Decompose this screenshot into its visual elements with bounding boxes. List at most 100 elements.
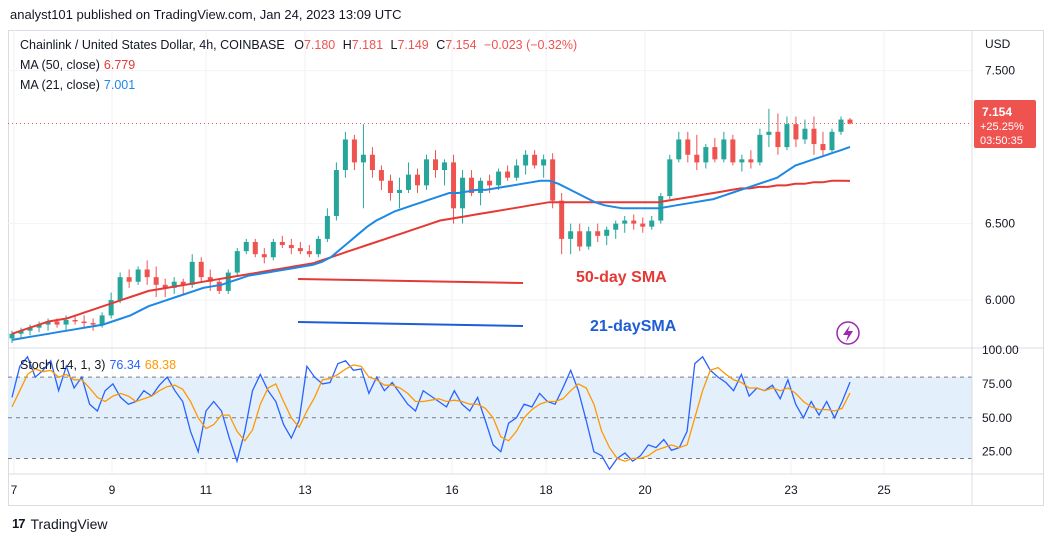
candle-body: [748, 159, 754, 163]
candle: [27, 324, 33, 336]
candle-body: [342, 139, 348, 171]
candle: [351, 134, 357, 171]
candle-body: [162, 284, 168, 288]
candle-body: [378, 170, 384, 181]
candle-body: [405, 174, 411, 190]
candle: [171, 277, 177, 294]
candle-body: [820, 144, 826, 151]
candle: [342, 131, 348, 178]
price-badge: 7.154 +25.25% 03:50:35: [974, 100, 1036, 148]
candle: [252, 238, 258, 258]
price-tick-label: 6.500: [985, 217, 1015, 231]
date-tick-label: 25: [877, 483, 891, 497]
candle: [126, 269, 132, 288]
candle-body: [487, 180, 493, 186]
date-tick-label: 18: [539, 483, 553, 497]
candle: [793, 116, 799, 148]
candle: [306, 245, 312, 258]
candle-body: [667, 159, 673, 197]
candle: [784, 116, 790, 151]
candle-body: [324, 215, 330, 239]
candle: [270, 238, 276, 261]
ma50-label: MA (50, close): [20, 58, 100, 72]
candle-body: [559, 200, 565, 239]
ma21-label: MA (21, close): [20, 78, 100, 92]
candle-body: [640, 223, 646, 227]
candle: [694, 134, 700, 171]
candle-body: [775, 131, 781, 148]
stoch-axis: 100.00 75.00 50.00 25.00: [982, 343, 1019, 459]
candle-body: [414, 174, 420, 186]
footer: 17 TradingView: [12, 514, 108, 534]
candle-body: [369, 154, 375, 171]
stoch-tick-label: 75.00: [982, 377, 1012, 391]
candle-body: [36, 324, 42, 328]
candle: [514, 159, 520, 181]
candle: [180, 278, 186, 294]
legend-l-label: L: [390, 38, 398, 52]
brand-name: TradingView: [30, 516, 108, 532]
candle-body: [252, 241, 258, 255]
candle-body: [153, 277, 159, 285]
candle: [414, 168, 420, 193]
chart-frame: [8, 30, 1044, 506]
candle: [604, 226, 610, 246]
candle: [396, 177, 402, 209]
ma21-line: [11, 145, 851, 341]
stoch-tick-label: 25.00: [982, 445, 1012, 459]
candle: [90, 318, 96, 331]
candle-body: [829, 131, 835, 151]
candle-body: [442, 162, 448, 171]
candle: [243, 238, 249, 255]
candle: [315, 235, 321, 258]
publisher-header: analyst101 published on TradingView.com,…: [0, 0, 1052, 30]
candle-body: [306, 251, 312, 255]
candle: [640, 217, 646, 233]
legend-o-label: O: [294, 38, 304, 52]
candle-body: [144, 269, 150, 278]
candle-body: [622, 220, 628, 224]
price-tick-label: 7.500: [985, 64, 1015, 78]
candle: [703, 144, 709, 169]
candle: [36, 321, 42, 333]
legend-l-value: 7.149: [397, 38, 429, 52]
date-tick-label: 9: [109, 483, 116, 497]
candle-body: [685, 139, 691, 155]
candle-body: [514, 165, 520, 178]
candle-body: [847, 119, 853, 124]
candle-body: [234, 251, 240, 273]
candle-body: [243, 241, 249, 252]
candle: [18, 327, 24, 339]
candle-body: [99, 315, 105, 325]
candle-body: [550, 159, 556, 201]
date-axis: 7 9 11 13 16 18 20 23 25: [11, 483, 891, 497]
candle: [685, 131, 691, 163]
candle-body: [27, 327, 33, 331]
stoch-d-value: 68.38: [144, 358, 177, 372]
candle-body: [703, 147, 709, 163]
candle-body: [9, 333, 15, 339]
stoch-tick-label: 50.00: [982, 411, 1012, 425]
candle: [469, 170, 475, 197]
candle: [297, 241, 303, 255]
candle: [189, 254, 195, 288]
candle: [261, 248, 267, 264]
candle: [577, 223, 583, 252]
price-badge-bg: [974, 100, 1036, 148]
candle: [234, 248, 240, 276]
price-axis: 7.500 6.500 6.000: [985, 64, 1015, 308]
candle: [829, 128, 835, 154]
lightning-icon[interactable]: [836, 321, 860, 345]
candle: [532, 150, 538, 169]
candle: [748, 150, 754, 169]
symbol-legend: Chainlink / United States Dollar, 4h, CO…: [20, 38, 577, 52]
candle: [847, 118, 853, 125]
candle: [216, 278, 222, 294]
candle-body: [171, 281, 177, 288]
candle: [72, 315, 78, 325]
candle: [622, 215, 628, 233]
candle-body: [523, 154, 529, 166]
candle-body: [180, 281, 186, 285]
candle-body: [270, 241, 276, 258]
